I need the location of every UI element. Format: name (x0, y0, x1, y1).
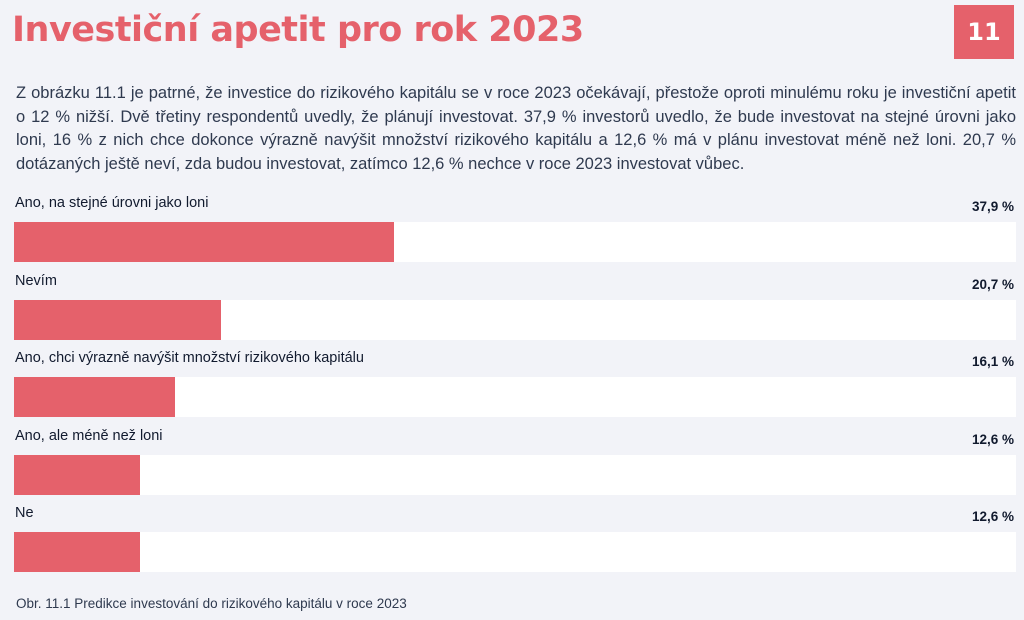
bar-category-label: Ano, chci výrazně navýšit množství rizik… (15, 350, 364, 366)
bar (14, 299, 221, 340)
bar-group: Ano, na stejné úrovni jako loni 37,9 % (14, 195, 1016, 273)
bar-category-label: Nevím (15, 272, 57, 289)
bar-group: Ne 12,6 % (14, 505, 1016, 583)
bar-value-label: 12,6 % (971, 431, 1014, 447)
bar-track (14, 222, 1016, 262)
bar-chart: Ano, na stejné úrovni jako loni 37,9 % Nev… (14, 195, 1016, 583)
bar-value-label: 12,6 % (971, 509, 1014, 524)
bar-track (14, 454, 1016, 495)
bar-value-label: 16,1 % (971, 354, 1014, 369)
bar (14, 222, 394, 262)
bar-group: Nevím 20,7 % (14, 273, 1016, 351)
bar-value-label: 20,7 % (971, 276, 1014, 292)
bar (14, 377, 175, 417)
bar-track (14, 377, 1016, 417)
bar-group: Ano, ale méně než loni 12,6 % (14, 428, 1016, 506)
bar (14, 532, 140, 572)
bar-value-label: 37,9 % (971, 199, 1014, 214)
bar-category-label: Ano, ale méně než loni (15, 427, 163, 444)
bar-category-label: Ano, na stejné úrovni jako loni (15, 195, 209, 211)
bar-group: Ano, chci výrazně navýšit množství rizik… (14, 350, 1016, 428)
intro-paragraph: Z obrázku 11.1 je patrné, že investice d… (16, 84, 1016, 173)
bar-track (14, 532, 1016, 572)
page-number-badge: 11 (954, 5, 1014, 59)
bar-track (14, 299, 1016, 340)
bar-category-label: Ne (15, 505, 34, 521)
page-title: Investiční apetit pro rok 2023 (12, 10, 584, 50)
figure-caption: Obr. 11.1 Predikce investování do riziko… (16, 596, 407, 611)
bar (14, 454, 140, 495)
